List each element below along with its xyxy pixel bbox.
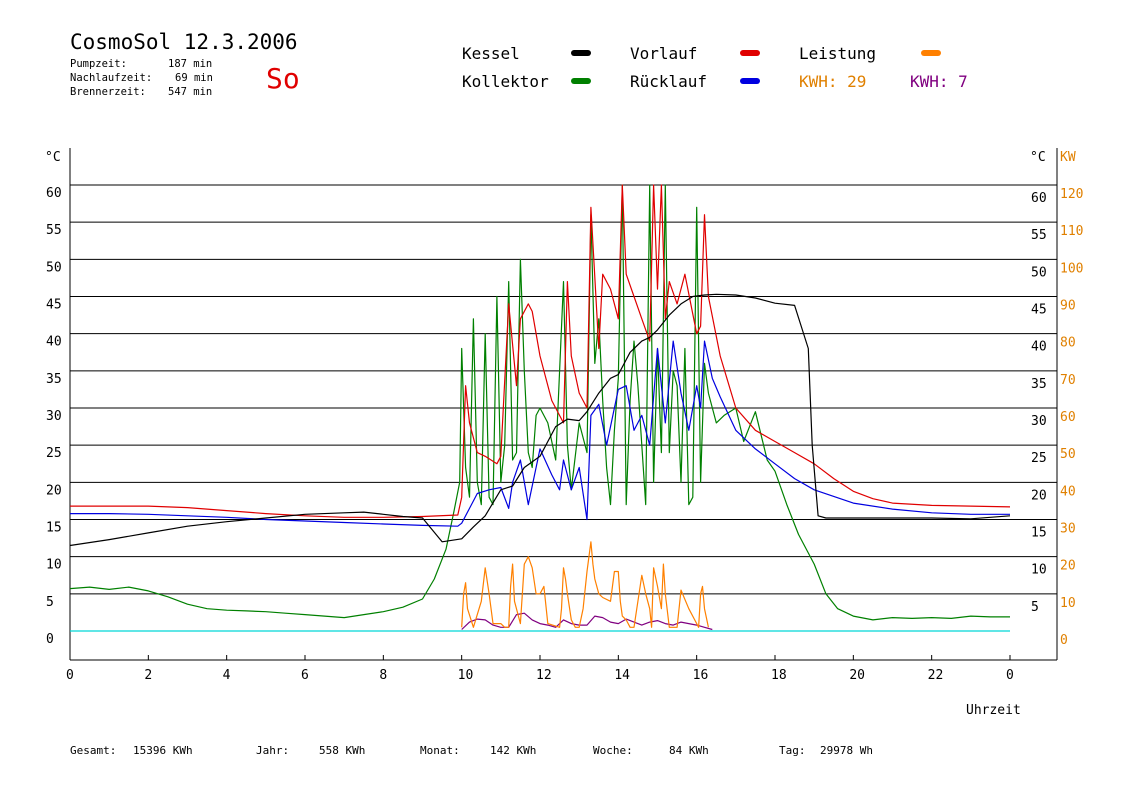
y-tick-label: 40	[46, 335, 62, 350]
y2-power-unit: KW	[1060, 150, 1076, 165]
chart-title: CosmoSol 12.3.2006	[70, 30, 298, 54]
footer-value: 558 KWh	[319, 744, 366, 757]
y2-temp-tick-label: 50	[1031, 265, 1047, 280]
y-tick-label: 20	[46, 483, 62, 498]
y-tick-label: 10	[46, 558, 62, 573]
footer-label: Gesamt:	[70, 744, 117, 757]
stat-label: Pumpzeit:	[70, 58, 127, 70]
y2-temp-tick-label: 20	[1031, 488, 1047, 503]
legend-kwh-secondary: KWH: 7	[910, 72, 968, 91]
legend-vorlauf-label: Vorlauf	[630, 44, 698, 63]
x-tick-label: 10	[458, 668, 474, 683]
y-axis-unit: °C	[45, 150, 61, 165]
stat-value: 69 min	[175, 72, 213, 84]
x-tick-label: 22	[928, 668, 944, 683]
footer-label: Tag:	[779, 744, 806, 757]
footer-value: 29978 Wh	[820, 744, 873, 757]
series-line-rcklauf	[70, 340, 1010, 527]
legend-leistung-swatch	[921, 50, 941, 56]
y2-power-tick-label: 100	[1060, 261, 1083, 276]
series-line-vorlauf	[70, 184, 1011, 518]
y2-temp-unit: °C	[1030, 150, 1046, 165]
y-tick-label: 5	[46, 595, 54, 610]
x-tick-label: 2	[144, 668, 152, 683]
x-tick-label: 16	[693, 668, 709, 683]
series-line-leistung	[461, 541, 709, 628]
legend-ruecklauf-swatch	[740, 78, 760, 84]
y-tick-label: 45	[46, 298, 62, 313]
y-tick-label: 0	[46, 632, 54, 647]
y2-power-tick-label: 40	[1060, 484, 1076, 499]
x-tick-label: 8	[379, 668, 387, 683]
y2-temp-tick-label: 40	[1031, 340, 1047, 355]
x-tick-label: 12	[536, 668, 552, 683]
y-tick-label: 50	[46, 260, 62, 275]
y2-power-tick-label: 50	[1060, 447, 1076, 462]
y-tick-label: 15	[46, 521, 62, 536]
y-tick-label: 55	[46, 223, 62, 238]
y-tick-label: 35	[46, 372, 62, 387]
y2-power-tick-label: 10	[1060, 596, 1076, 611]
y-tick-label: 30	[46, 409, 62, 424]
legend-kessel-swatch	[571, 50, 591, 56]
y2-temp-tick-label: 10	[1031, 563, 1047, 578]
y-tick-label: 25	[46, 446, 62, 461]
legend-kessel-label: Kessel	[462, 44, 520, 63]
y2-temp-tick-label: 15	[1031, 526, 1047, 541]
stat-value: 547 min	[168, 86, 213, 98]
x-tick-label: 20	[849, 668, 865, 683]
legend-vorlauf-swatch	[740, 50, 760, 56]
x-tick-label: 0	[66, 668, 74, 683]
y2-temp-tick-label: 30	[1031, 414, 1047, 429]
legend-leistung-label: Leistung	[799, 44, 877, 63]
y2-temp-tick-label: 25	[1031, 451, 1047, 466]
footer-label: Jahr:	[256, 744, 290, 757]
x-tick-label: 6	[301, 668, 309, 683]
stat-value: 187 min	[168, 58, 213, 70]
y2-temp-tick-label: 45	[1031, 303, 1047, 318]
x-tick-label: 18	[771, 668, 787, 683]
y2-power-tick-label: 120	[1060, 187, 1083, 202]
footer-value: 15396 KWh	[133, 744, 193, 757]
y2-temp-tick-label: 35	[1031, 377, 1047, 392]
footer-value: 84 KWh	[669, 744, 709, 757]
y2-power-tick-label: 0	[1060, 633, 1068, 648]
footer-label: Woche:	[593, 744, 633, 757]
y2-power-tick-label: 90	[1060, 299, 1076, 314]
stat-label: Brennerzeit:	[70, 86, 146, 98]
series-line-purple	[461, 612, 713, 631]
footer-label: Monat:	[420, 744, 460, 757]
legend-kwh-total: KWH: 29	[799, 72, 867, 91]
footer-value: 142 KWh	[490, 744, 537, 757]
series-line-kollektor	[69, 184, 1010, 621]
y2-temp-tick-label: 60	[1031, 191, 1047, 206]
weekday-label: So	[266, 62, 300, 95]
y2-temp-tick-label: 55	[1031, 228, 1047, 243]
y2-power-tick-label: 30	[1060, 522, 1076, 537]
legend-kollektor-swatch	[571, 78, 591, 84]
y2-power-tick-label: 70	[1060, 373, 1076, 388]
x-tick-label: 4	[223, 668, 231, 683]
y2-power-tick-label: 60	[1060, 410, 1076, 425]
legend-kollektor-label: Kollektor	[462, 72, 549, 91]
stat-label: Nachlaufzeit:	[70, 72, 153, 84]
x-tick-label: 14	[614, 668, 630, 683]
series-line-kessel	[69, 293, 1011, 547]
y2-temp-tick-label: 5	[1031, 600, 1039, 615]
y2-power-tick-label: 110	[1060, 224, 1083, 239]
x-axis-label: Uhrzeit	[966, 703, 1021, 718]
y2-power-tick-label: 80	[1060, 336, 1076, 351]
y2-power-tick-label: 20	[1060, 559, 1076, 574]
y-tick-label: 60	[46, 186, 62, 201]
x-tick-label: 0	[1006, 668, 1014, 683]
legend-ruecklauf-label: Rücklauf	[630, 72, 708, 91]
